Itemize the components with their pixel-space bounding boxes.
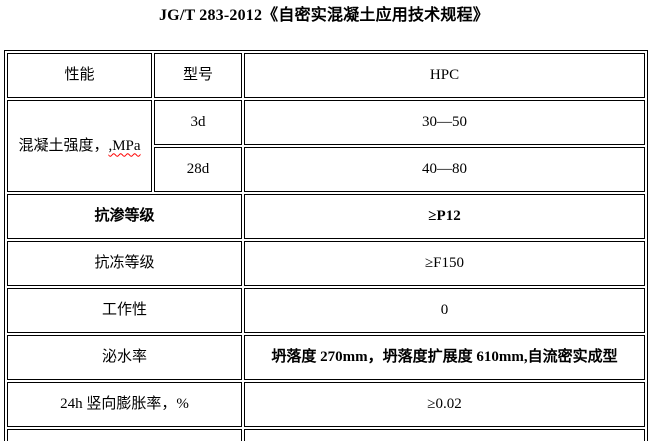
header-cell-product: HPC [244, 53, 645, 98]
cell-frost-resistance-value: ≥F150 [244, 241, 645, 286]
cell-concrete-strength-label: 混凝土强度，,MPa [7, 100, 152, 192]
table-row-bleeding-rate: 泌水率 坍落度 270mm，坍落度扩展度 610mm,自流密实成型 [7, 335, 645, 380]
cell-impermeability-label: 抗渗等级 [7, 194, 242, 239]
table-row-workability: 工作性 0 [7, 288, 645, 333]
cell-bleeding-rate-label: 泌水率 [7, 335, 242, 380]
spec-table: 性能 型号 HPC 混凝土强度，,MPa 3d 30—50 28d 40—80 … [4, 50, 648, 441]
cell-range-28d: 40—80 [244, 147, 645, 192]
table-row-strength-3d: 混凝土强度，,MPa 3d 30—50 [7, 100, 645, 192]
cell-clipped-right [244, 429, 645, 441]
cell-age-3d: 3d [154, 100, 242, 145]
cell-clipped-left [7, 429, 242, 441]
cell-range-3d: 30—50 [244, 100, 645, 145]
cell-expansion-rate-value: ≥0.02 [244, 382, 645, 427]
cell-bleeding-rate-value: 坍落度 270mm，坍落度扩展度 610mm,自流密实成型 [244, 335, 645, 380]
concrete-strength-unit: ,MPa [108, 137, 141, 154]
table-row-strength-28d: 28d 40—80 [7, 147, 645, 192]
header-cell-model: 型号 [154, 53, 242, 98]
cell-age-28d: 28d [154, 147, 242, 192]
cell-workability-label: 工作性 [7, 288, 242, 333]
table-row-clipped [7, 429, 645, 441]
cell-impermeability-value: ≥P12 [244, 194, 645, 239]
cell-expansion-rate-label: 24h 竖向膨胀率，% [7, 382, 242, 427]
table-row-frost-resistance: 抗冻等级 ≥F150 [7, 241, 645, 286]
table-row-header: 性能 型号 HPC [7, 53, 645, 98]
page-title: JG/T 283-2012《自密实混凝土应用技术规程》 [158, 7, 489, 24]
header-cell-performance: 性能 [7, 53, 152, 98]
cell-workability-value: 0 [244, 288, 645, 333]
table-row-impermeability: 抗渗等级 ≥P12 [7, 194, 645, 239]
concrete-strength-text: 混凝土强度， [18, 137, 109, 154]
table-row-expansion-rate: 24h 竖向膨胀率，% ≥0.02 [7, 382, 645, 427]
cell-frost-resistance-label: 抗冻等级 [7, 241, 242, 286]
